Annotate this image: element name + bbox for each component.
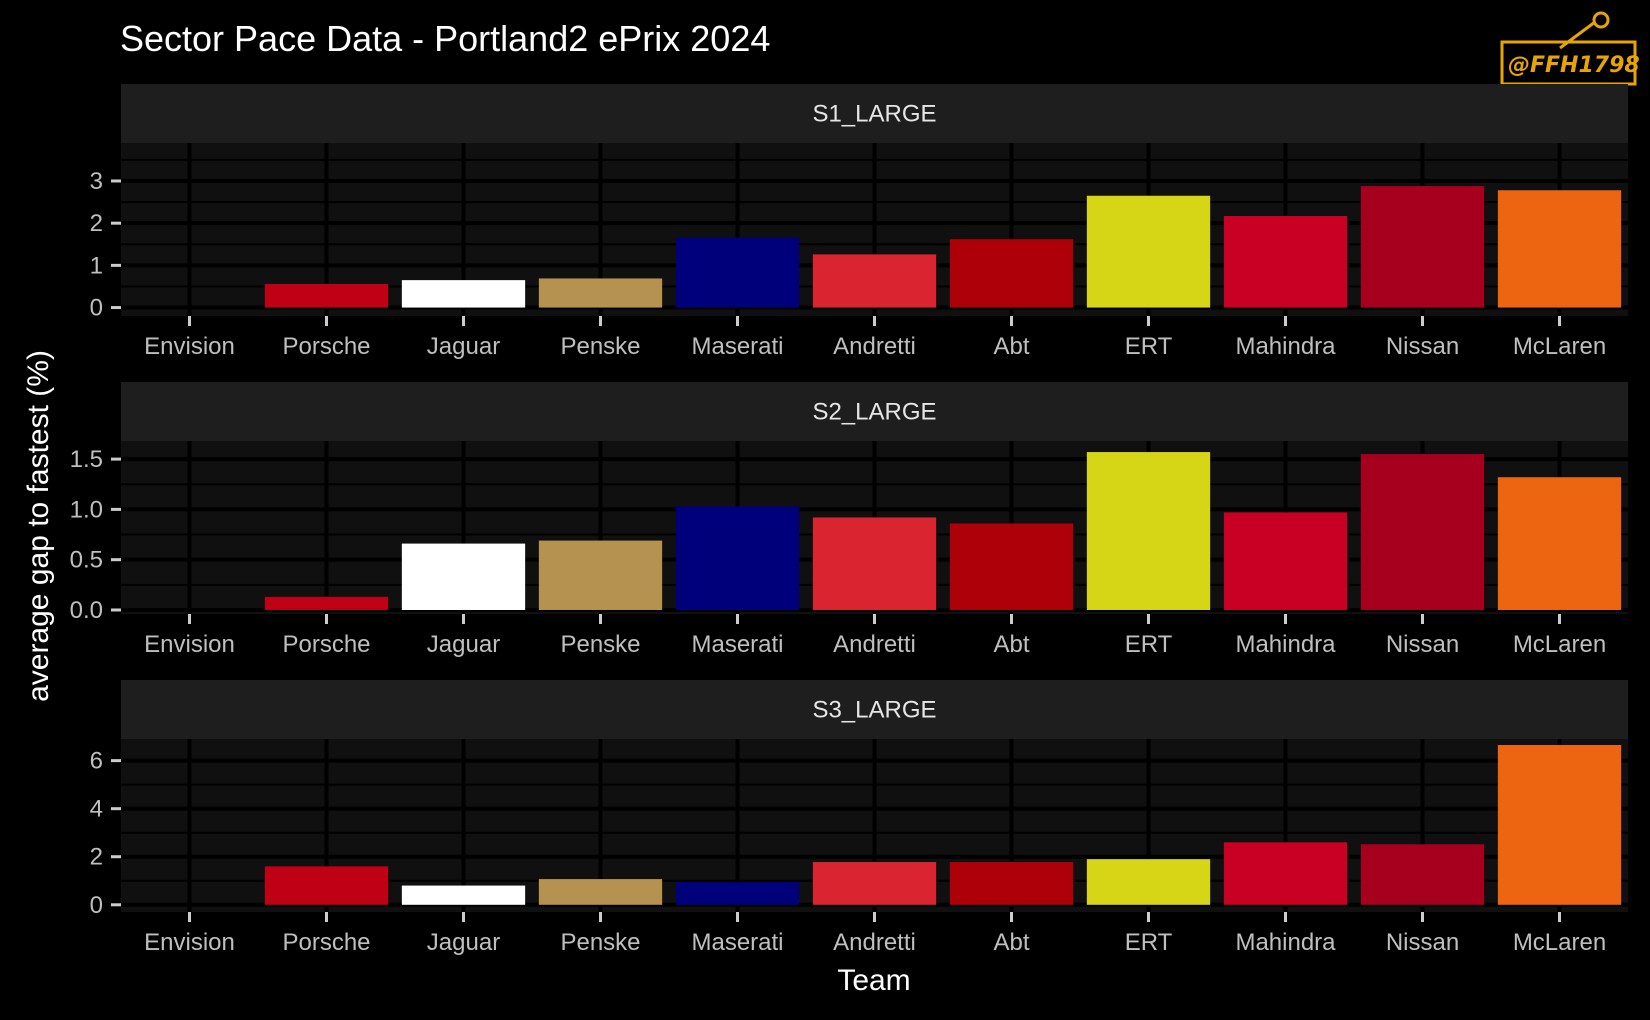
x-tick-label: Penske <box>560 929 640 956</box>
bar-penske <box>538 540 663 610</box>
bar-abt <box>949 239 1074 308</box>
bar-andretti <box>812 517 937 610</box>
bar-mclaren <box>1497 190 1622 308</box>
y-axis-title: average gap to fastest (%) <box>22 350 55 702</box>
bar-porsche <box>264 596 389 610</box>
bar-nissan <box>1360 186 1485 308</box>
facet-strip-label: S3_LARGE <box>812 697 936 724</box>
x-tick-label: Jaguar <box>427 333 500 360</box>
x-tick-label: Andretti <box>833 929 916 956</box>
bar-maserati <box>675 881 800 905</box>
facet-strip-label: S1_LARGE <box>812 101 936 128</box>
bar-andretti <box>812 254 937 308</box>
facet-strip <box>121 84 1628 143</box>
facet-strip <box>121 382 1628 441</box>
x-tick-label: McLaren <box>1513 333 1606 360</box>
bar-mahindra <box>1223 842 1348 905</box>
bar-andretti <box>812 862 937 905</box>
bar-jaguar <box>401 280 526 308</box>
bar-jaguar <box>401 543 526 610</box>
x-tick-label: McLaren <box>1513 631 1606 658</box>
y-tick-label: 6 <box>90 748 103 775</box>
x-tick-label: Porsche <box>282 333 370 360</box>
x-tick-label: Penske <box>560 631 640 658</box>
x-tick-label: Maserati <box>691 929 783 956</box>
x-tick-label: Envision <box>144 631 235 658</box>
bar-mahindra <box>1223 512 1348 610</box>
y-tick-label: 1.0 <box>70 496 103 523</box>
y-tick-label: 4 <box>90 796 103 823</box>
x-tick-label: Porsche <box>282 631 370 658</box>
x-tick-label: Abt <box>993 333 1029 360</box>
x-tick-label: Mahindra <box>1235 631 1336 658</box>
y-tick-label: 1 <box>90 252 103 279</box>
x-tick-label: Mahindra <box>1235 929 1336 956</box>
bar-jaguar <box>401 885 526 905</box>
x-tick-label: Andretti <box>833 333 916 360</box>
bar-porsche <box>264 283 389 308</box>
bar-mahindra <box>1223 215 1348 308</box>
bar-abt <box>949 862 1074 905</box>
x-tick-label: Porsche <box>282 929 370 956</box>
x-tick-label: Andretti <box>833 631 916 658</box>
bar-nissan <box>1360 454 1485 610</box>
bar-ert <box>1086 195 1211 308</box>
y-tick-label: 2 <box>90 210 103 237</box>
chart-title: Sector Pace Data - Portland2 ePrix 2024 <box>120 18 770 59</box>
panel-s1-large: S1_LARGE 0 1 2 3 Envision Porsche Jaguar Penske M… <box>90 84 1628 360</box>
x-axis-title: Team <box>837 964 910 997</box>
facet-strip-label: S2_LARGE <box>812 399 936 426</box>
y-tick-label: 1.5 <box>70 446 103 473</box>
x-tick-label: Maserati <box>691 631 783 658</box>
bar-nissan <box>1360 844 1485 905</box>
x-tick-label: ERT <box>1125 333 1173 360</box>
y-tick-label: 0.5 <box>70 547 103 574</box>
x-tick-label: Abt <box>993 631 1029 658</box>
x-tick-label: Penske <box>560 333 640 360</box>
x-tick-label: Nissan <box>1386 333 1459 360</box>
watermark-logo: @FFH1798 <box>1500 11 1640 86</box>
bar-abt <box>949 523 1074 610</box>
bar-ert <box>1086 859 1211 905</box>
x-tick-label: Envision <box>144 929 235 956</box>
x-tick-label: Abt <box>993 929 1029 956</box>
y-tick-label: 0 <box>90 295 103 322</box>
y-tick-label: 0.0 <box>70 597 103 624</box>
bar-porsche <box>264 866 389 905</box>
x-tick-label: ERT <box>1125 929 1173 956</box>
panel-s2-large: S2_LARGE 0.0 0.5 1.0 1.5 Envision Porsche Jagua… <box>70 382 1628 658</box>
bar-mclaren <box>1497 745 1622 905</box>
panel-s3-large: S3_LARGE 0 2 4 6 Envision Porsche Jaguar Penske M… <box>90 680 1628 956</box>
bar-ert <box>1086 452 1211 610</box>
facet-strip <box>121 680 1628 739</box>
x-tick-label: Maserati <box>691 333 783 360</box>
x-tick-label: Mahindra <box>1235 333 1336 360</box>
bar-penske <box>538 278 663 308</box>
bar-maserati <box>675 506 800 610</box>
x-tick-label: ERT <box>1125 631 1173 658</box>
y-tick-label: 3 <box>90 168 103 195</box>
bar-mclaren <box>1497 477 1622 610</box>
y-tick-label: 0 <box>90 892 103 919</box>
x-tick-label: Nissan <box>1386 929 1459 956</box>
y-tick-label: 2 <box>90 844 103 871</box>
bar-maserati <box>675 237 800 308</box>
x-tick-label: Envision <box>144 333 235 360</box>
x-tick-label: Nissan <box>1386 631 1459 658</box>
bar-penske <box>538 879 663 905</box>
x-tick-label: McLaren <box>1513 929 1606 956</box>
x-tick-label: Jaguar <box>427 929 500 956</box>
watermark-text: @FFH1798 <box>1508 53 1640 78</box>
x-tick-label: Jaguar <box>427 631 500 658</box>
